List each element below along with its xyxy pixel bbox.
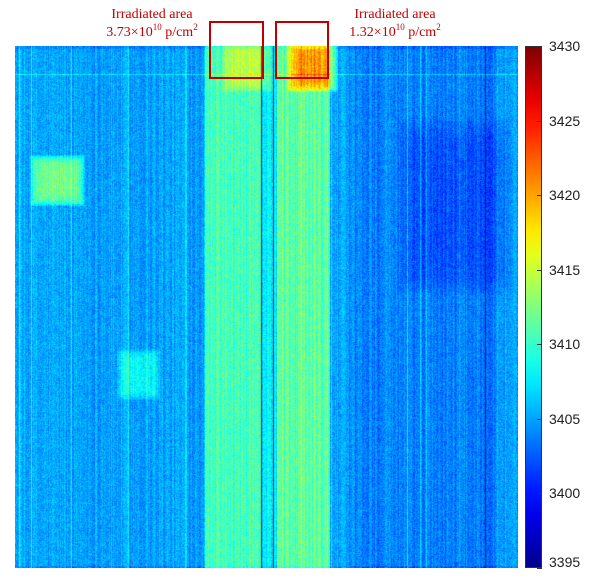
colorbar [525, 46, 542, 568]
annotation-title-right: Irradiated area [354, 7, 436, 22]
colorbar-tick-label: 3410 [549, 336, 581, 353]
annotation-title-left: Irradiated area [111, 7, 193, 22]
colorbar-tick-label: 3395 [549, 554, 581, 570]
colorbar-tick-mark [537, 46, 542, 47]
colorbar-tick-mark [537, 418, 542, 420]
heatmap-image [15, 46, 518, 568]
annotation-label-right: Irradiated area 1.32×1010 p/cm2 [300, 6, 490, 42]
colorbar-tick-mark [537, 269, 542, 271]
colorbar-tick-mark [537, 120, 542, 122]
colorbar-tick-label: 3425 [549, 112, 581, 129]
colorbar-tick-label: 3405 [549, 410, 581, 427]
colorbar-tick-mark [537, 568, 542, 569]
annotation-label-left: Irradiated area 3.73×1010 p/cm2 [57, 6, 247, 42]
colorbar-tick-mark [537, 195, 542, 197]
colorbar-tick-mark [537, 493, 542, 495]
irradiated-area-box-left [209, 21, 264, 79]
irradiated-area-box-right [275, 21, 329, 79]
colorbar-tick-label: 3430 [549, 38, 581, 54]
colorbar-tick-label: 3415 [549, 261, 581, 278]
colorbar-tick-label: 3420 [549, 187, 581, 204]
annotation-fluence-right: 1.32×1010 p/cm2 [349, 22, 441, 41]
colorbar-tick-mark [537, 344, 542, 346]
colorbar-tick-label: 3400 [549, 485, 581, 502]
annotation-fluence-left: 3.73×1010 p/cm2 [106, 22, 198, 41]
